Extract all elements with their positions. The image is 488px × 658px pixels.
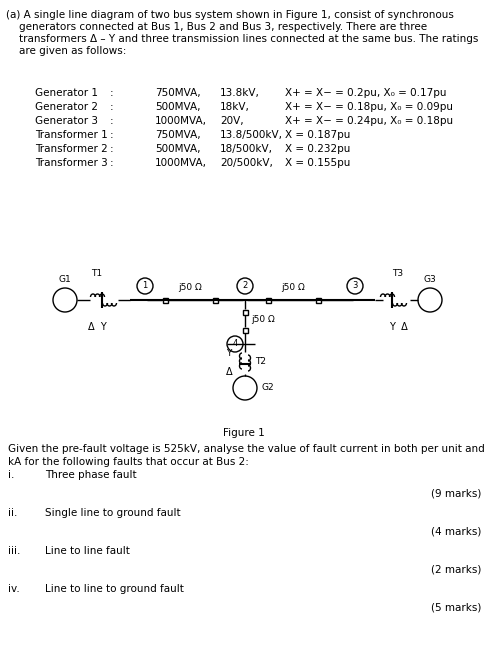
Text: :: : xyxy=(110,102,113,112)
Text: kA for the following faults that occur at Bus 2:: kA for the following faults that occur a… xyxy=(8,457,248,467)
Text: 18kV,: 18kV, xyxy=(220,102,249,112)
Text: (a) A single line diagram of two bus system shown in Figure 1, consist of synchr: (a) A single line diagram of two bus sys… xyxy=(6,10,453,20)
Text: Δ: Δ xyxy=(225,367,232,377)
Text: 3: 3 xyxy=(351,282,357,290)
Text: Y: Y xyxy=(226,349,231,359)
Text: Transformer 1: Transformer 1 xyxy=(35,130,107,140)
Text: (4 marks): (4 marks) xyxy=(430,526,480,536)
Text: X = 0.232pu: X = 0.232pu xyxy=(285,144,350,154)
Text: X+ = X− = 0.24pu, X₀ = 0.18pu: X+ = X− = 0.24pu, X₀ = 0.18pu xyxy=(285,116,452,126)
Text: 750MVA,: 750MVA, xyxy=(155,130,200,140)
Text: Generator 2: Generator 2 xyxy=(35,102,98,112)
Text: Single line to ground fault: Single line to ground fault xyxy=(45,508,180,518)
Text: 13.8/500kV,: 13.8/500kV, xyxy=(220,130,283,140)
Text: Transformer 2: Transformer 2 xyxy=(35,144,107,154)
Text: j50 Ω: j50 Ω xyxy=(281,283,304,292)
Text: ii.: ii. xyxy=(8,508,18,518)
Text: :: : xyxy=(110,116,113,126)
Text: j50 Ω: j50 Ω xyxy=(250,315,274,324)
Text: generators connected at Bus 1, Bus 2 and Bus 3, respectively. There are three: generators connected at Bus 1, Bus 2 and… xyxy=(6,22,426,32)
Text: 1000MVA,: 1000MVA, xyxy=(155,158,206,168)
Text: X+ = X− = 0.2pu, X₀ = 0.17pu: X+ = X− = 0.2pu, X₀ = 0.17pu xyxy=(285,88,446,98)
Text: are given as follows:: are given as follows: xyxy=(6,46,126,56)
Text: Y  Δ: Y Δ xyxy=(388,322,407,332)
Text: Generator 1: Generator 1 xyxy=(35,88,98,98)
Text: (5 marks): (5 marks) xyxy=(430,602,480,612)
Text: Figure 1: Figure 1 xyxy=(223,428,264,438)
Text: Transformer 3: Transformer 3 xyxy=(35,158,107,168)
Text: transformers Δ – Y and three transmission lines connected at the same bus. The r: transformers Δ – Y and three transmissio… xyxy=(6,34,477,44)
Text: X = 0.187pu: X = 0.187pu xyxy=(285,130,350,140)
Text: 13.8kV,: 13.8kV, xyxy=(220,88,259,98)
Bar xyxy=(162,297,167,303)
Bar xyxy=(315,297,320,303)
Text: :: : xyxy=(110,130,113,140)
Text: G1: G1 xyxy=(59,275,71,284)
Text: X = 0.155pu: X = 0.155pu xyxy=(285,158,350,168)
Bar xyxy=(265,297,270,303)
Text: 1: 1 xyxy=(142,282,147,290)
Text: :: : xyxy=(110,88,113,98)
Text: iv.: iv. xyxy=(8,584,20,594)
Text: 20V,: 20V, xyxy=(220,116,243,126)
Text: Three phase fault: Three phase fault xyxy=(45,470,136,480)
Text: (2 marks): (2 marks) xyxy=(430,564,480,574)
Text: iii.: iii. xyxy=(8,546,20,556)
Text: 500MVA,: 500MVA, xyxy=(155,144,200,154)
Bar xyxy=(212,297,217,303)
Text: 20/500kV,: 20/500kV, xyxy=(220,158,272,168)
Text: 750MVA,: 750MVA, xyxy=(155,88,200,98)
Text: 2: 2 xyxy=(242,282,247,290)
Text: T1: T1 xyxy=(91,269,102,278)
Text: Line to line to ground fault: Line to line to ground fault xyxy=(45,584,183,594)
Text: 1000MVA,: 1000MVA, xyxy=(155,116,206,126)
Text: :: : xyxy=(110,144,113,154)
Text: i.: i. xyxy=(8,470,14,480)
Text: (9 marks): (9 marks) xyxy=(430,488,480,498)
Text: Given the pre-fault voltage is 525kV, analyse the value of fault current in both: Given the pre-fault voltage is 525kV, an… xyxy=(8,444,484,454)
Text: G3: G3 xyxy=(423,275,435,284)
Text: :: : xyxy=(110,158,113,168)
Text: 500MVA,: 500MVA, xyxy=(155,102,200,112)
Text: T3: T3 xyxy=(392,269,403,278)
Text: j50 Ω: j50 Ω xyxy=(178,283,202,292)
Text: T2: T2 xyxy=(254,357,265,367)
Text: X+ = X− = 0.18pu, X₀ = 0.09pu: X+ = X− = 0.18pu, X₀ = 0.09pu xyxy=(285,102,452,112)
Text: 18/500kV,: 18/500kV, xyxy=(220,144,272,154)
Bar xyxy=(242,328,247,332)
Text: 4: 4 xyxy=(232,340,237,349)
Text: Line to line fault: Line to line fault xyxy=(45,546,130,556)
Text: G2: G2 xyxy=(261,384,273,393)
Text: Δ  Y: Δ Y xyxy=(87,322,106,332)
Text: Generator 3: Generator 3 xyxy=(35,116,98,126)
Bar xyxy=(242,309,247,315)
